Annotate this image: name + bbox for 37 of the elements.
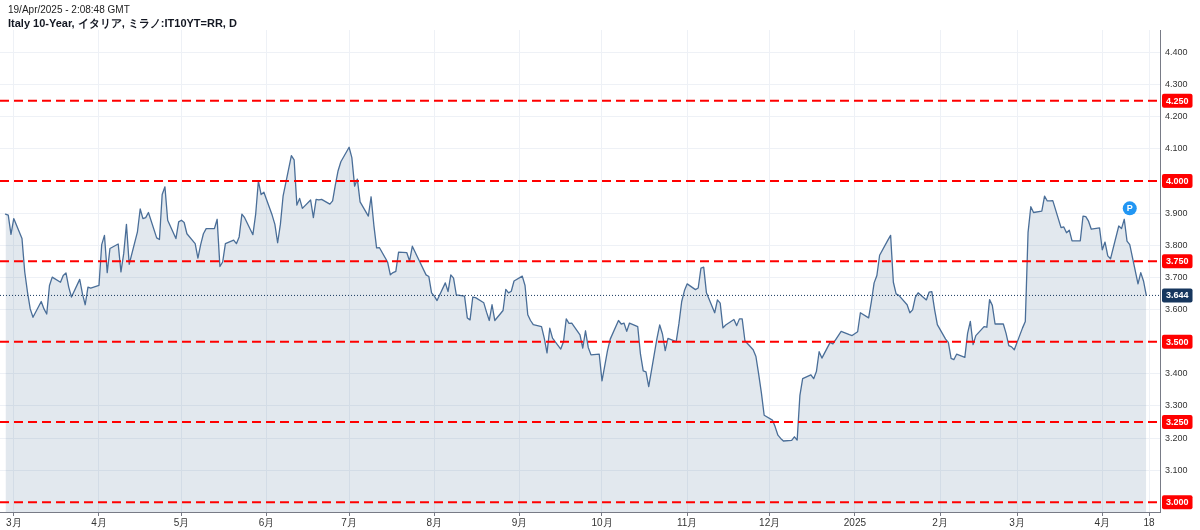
x-tick-label: 2月 bbox=[932, 516, 948, 528]
x-tick-label: 10月 bbox=[591, 516, 613, 528]
y-tick-label: 3.200 bbox=[1165, 432, 1188, 443]
text: 19/Apr/2025 - 2:08:48 GMT bbox=[8, 3, 131, 16]
x-tick-label: 3月 bbox=[1009, 516, 1025, 528]
annotation: P bbox=[1126, 203, 1133, 214]
y-tick-label: 4.300 bbox=[1165, 79, 1188, 90]
x-tick-label: 5月 bbox=[173, 516, 190, 528]
ref-line-label: 3.250 bbox=[1166, 417, 1189, 428]
ref-line-label: 3.750 bbox=[1166, 256, 1189, 267]
x-tick-label: 4月 bbox=[91, 516, 107, 528]
ref-line-label: 3.500 bbox=[1166, 336, 1189, 347]
x-tick-label: 2025 bbox=[843, 516, 867, 528]
x-tick-label: 6月 bbox=[258, 516, 275, 528]
y-tick-label: 3.300 bbox=[1165, 400, 1188, 411]
y-tick-label: 3.600 bbox=[1165, 304, 1188, 315]
x-tick-label: 11月 bbox=[677, 516, 698, 528]
y-tick-label: 3.900 bbox=[1165, 207, 1188, 218]
ref-line-label: 3.000 bbox=[1166, 497, 1189, 508]
y-tick-label: 4.400 bbox=[1165, 46, 1188, 57]
x-tick-label: 4月 bbox=[1094, 516, 1111, 528]
ref-line-label: 4.250 bbox=[1166, 95, 1189, 106]
y-tick-label: 3.400 bbox=[1165, 368, 1188, 379]
y-tick-label: 4.200 bbox=[1165, 111, 1188, 122]
x-tick-label: 9月 bbox=[511, 516, 528, 528]
x-tick-label: 7月 bbox=[341, 516, 357, 528]
ref-line-label: 4.000 bbox=[1166, 176, 1189, 187]
y-tick-label: 3.800 bbox=[1165, 239, 1188, 250]
y-tick-label: 3.700 bbox=[1165, 271, 1188, 282]
y-tick-label: 4.100 bbox=[1165, 143, 1188, 154]
x-tick-label: 18 bbox=[1143, 516, 1155, 528]
x-tick-label: 8月 bbox=[426, 516, 443, 528]
y-tick-label: 3.100 bbox=[1165, 464, 1188, 475]
x-tick-label: 12月 bbox=[759, 516, 781, 528]
ref-line-label: 3.644 bbox=[1166, 290, 1189, 301]
chart-title: Italy 10-Year, イタリア, ミラノ:IT10YT=RR, D bbox=[8, 16, 237, 31]
x-tick-label: 3月 bbox=[5, 516, 22, 528]
